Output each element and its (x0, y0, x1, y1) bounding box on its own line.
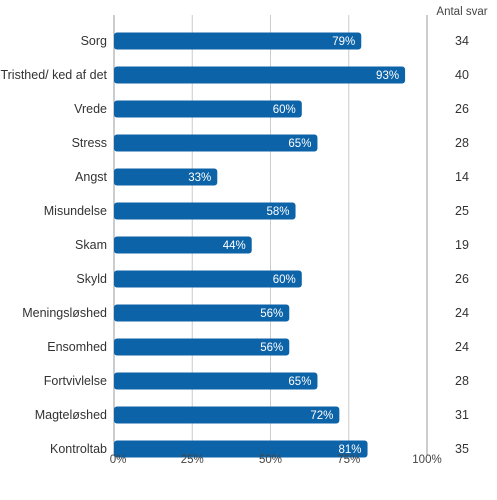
bar-11 (114, 406, 340, 424)
bar-value-label: 65% (288, 376, 311, 388)
bar-value-label: 93% (376, 70, 399, 82)
bar-5 (114, 202, 296, 220)
bar-7 (114, 270, 302, 288)
answer-count: 34 (455, 34, 469, 48)
answer-count: 40 (455, 68, 469, 82)
answer-count: 31 (455, 408, 469, 422)
bar-2 (114, 100, 302, 118)
x-tick-label: 100% (412, 454, 441, 466)
answer-count: 24 (455, 306, 469, 320)
bar-value-label: 65% (288, 138, 311, 150)
category-label: Angst (75, 170, 107, 184)
answer-count: 28 (455, 136, 469, 150)
bar-8 (114, 304, 290, 322)
category-label: Misundelse (44, 204, 107, 218)
answer-count: 26 (455, 272, 469, 286)
x-tick-label: 0% (110, 454, 127, 466)
answer-count: 14 (455, 170, 469, 184)
category-label: Skam (75, 238, 107, 252)
count-column: Antal svar 34 40 26 28 14 25 19 26 24 24 28 31 35 (436, 6, 487, 456)
x-tick-label: 75% (337, 454, 360, 466)
bar-value-label: 60% (273, 274, 296, 286)
bar-value-label: 56% (260, 342, 283, 354)
bar-value-label: 44% (223, 240, 246, 252)
category-label: Stress (72, 136, 107, 150)
bars: 79% 93% 60% 65% 33% 58% 44% 60% 56% 56% 65% 72% 81% (114, 32, 406, 458)
bar-12 (114, 440, 368, 458)
answer-count: 19 (455, 238, 469, 252)
bar-value-label: 56% (260, 308, 283, 320)
x-axis-ticks: 0% 25% 50% 75% 100% (110, 454, 442, 466)
bar-value-label: 72% (310, 410, 333, 422)
category-label: Ensomhed (47, 340, 107, 354)
bar-4 (114, 168, 218, 186)
x-tick-label: 25% (181, 454, 204, 466)
category-label: Sorg (81, 34, 107, 48)
bar-value-label: 58% (267, 206, 290, 218)
bar-0 (114, 32, 362, 50)
answer-count: 26 (455, 102, 469, 116)
category-label: Tristhed/ ked af det (0, 68, 107, 82)
category-label: Fortvivlelse (44, 374, 107, 388)
bar-value-label: 81% (338, 444, 361, 456)
x-tick-label: 50% (259, 454, 282, 466)
category-label: Meningsløshed (22, 306, 107, 320)
bar-value-label: 79% (332, 36, 355, 48)
bar-value-label: 60% (273, 104, 296, 116)
answer-count: 24 (455, 340, 469, 354)
bar-9 (114, 338, 290, 356)
category-label: Vrede (74, 102, 107, 116)
bar-1 (114, 66, 406, 84)
bar-value-label: 33% (188, 172, 211, 184)
bar-6 (114, 236, 252, 254)
category-label: Kontroltab (50, 442, 107, 456)
category-label: Skyld (76, 272, 107, 286)
bar-10 (114, 372, 318, 390)
category-labels: Sorg Tristhed/ ked af det Vrede Stress Angst… (0, 34, 107, 456)
category-label: Magteløshed (35, 408, 107, 422)
bar-3 (114, 134, 318, 152)
answer-count: 25 (455, 204, 469, 218)
answer-count: 28 (455, 374, 469, 388)
answer-count: 35 (455, 442, 469, 456)
count-column-title: Antal svar (436, 6, 487, 18)
